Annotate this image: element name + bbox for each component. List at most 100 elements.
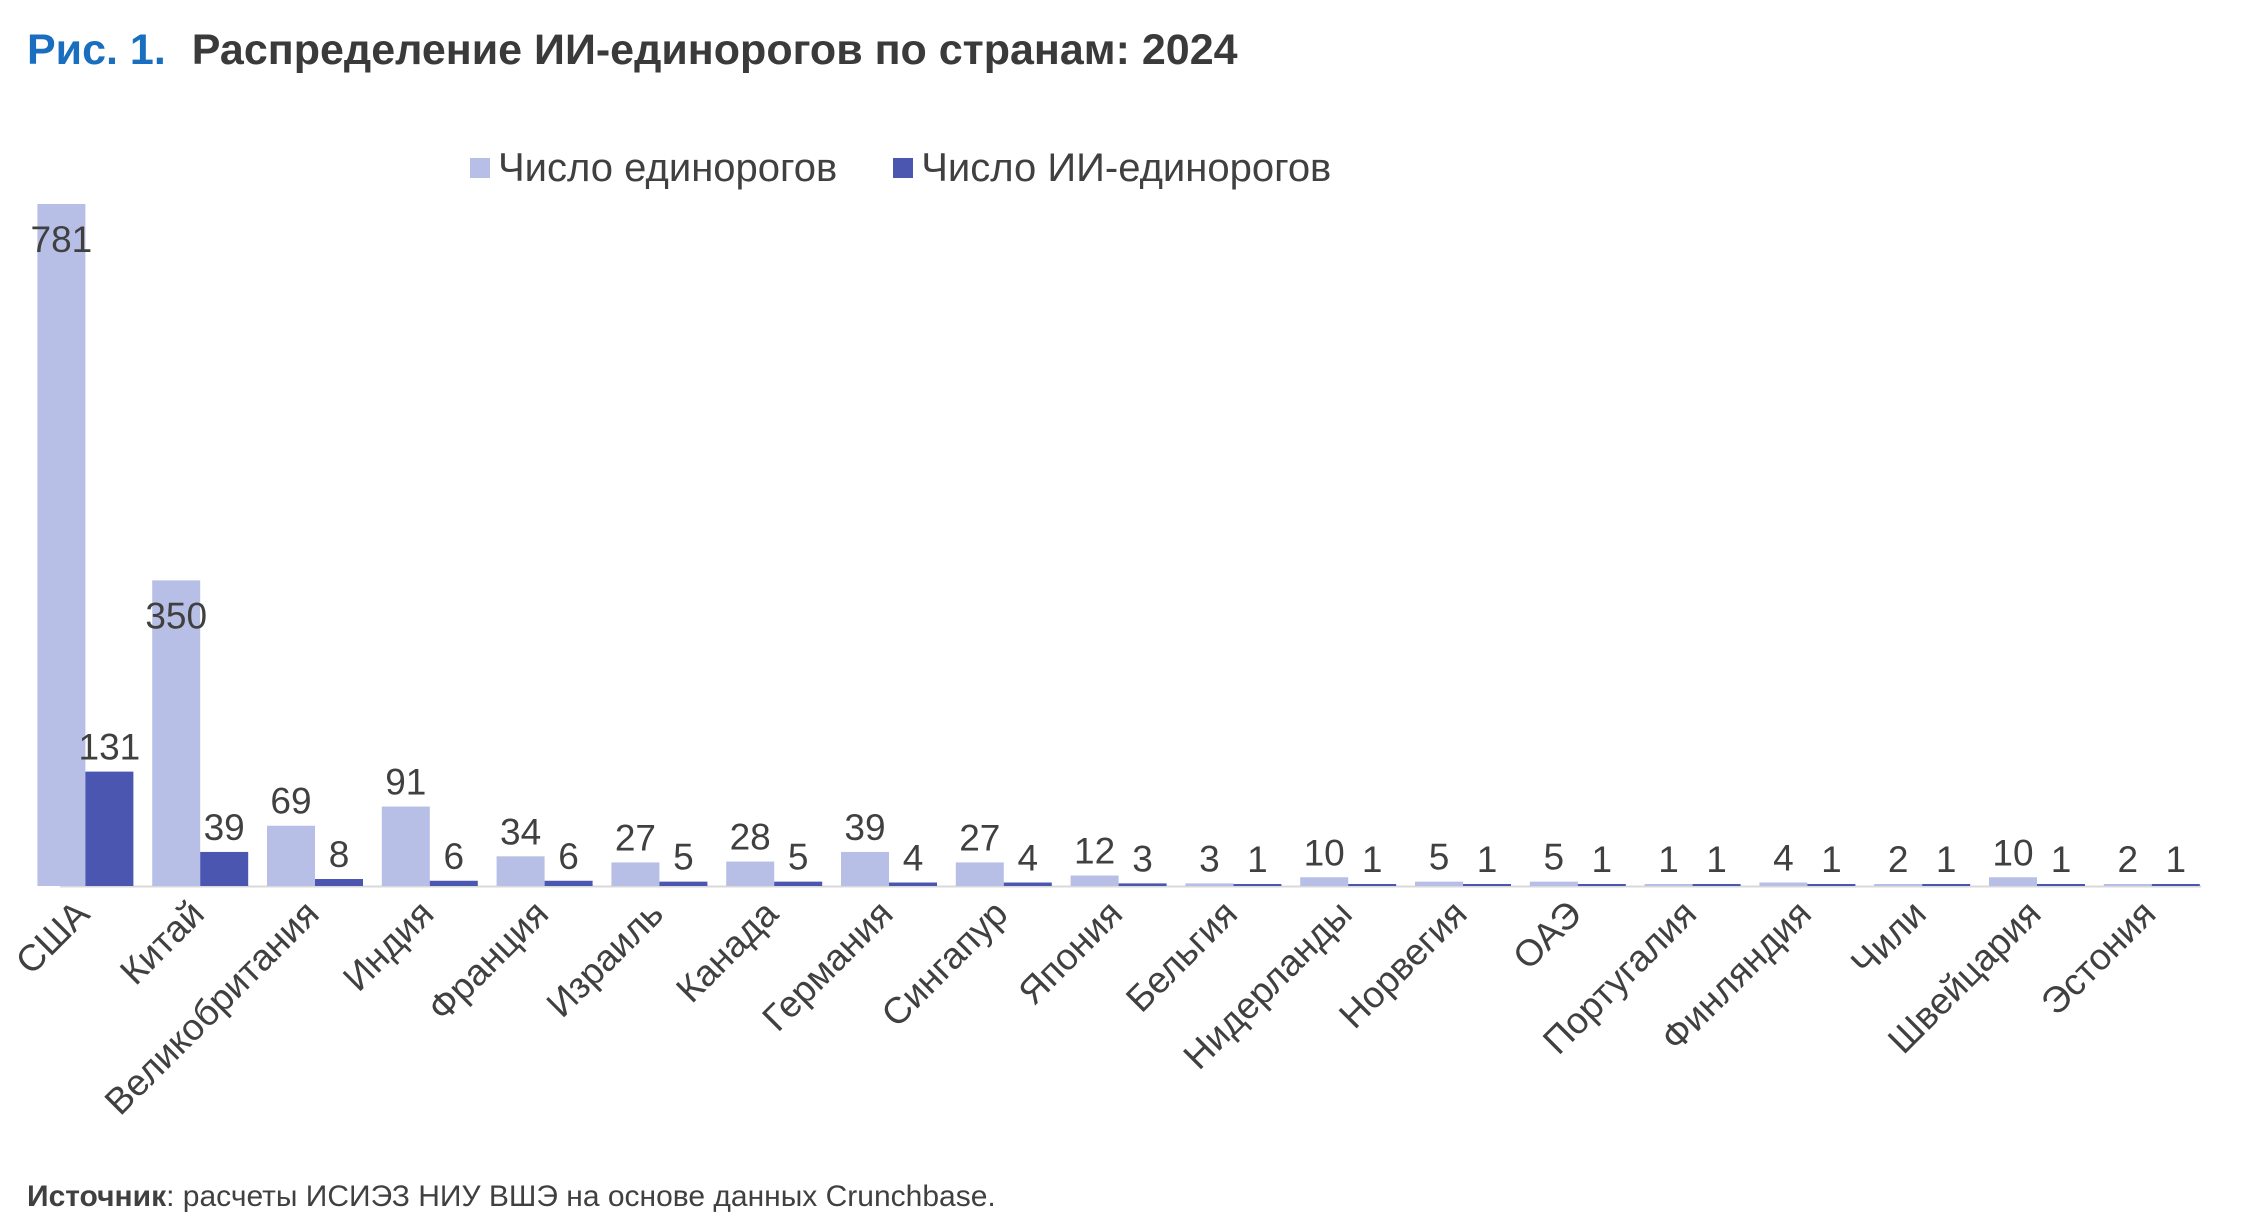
legend-label-ai-unicorns: Число ИИ-единорогов <box>921 145 1332 190</box>
bar-unicorns <box>152 580 201 886</box>
bar-unicorns <box>267 825 315 886</box>
source-note: Источник: расчеты ИСИЭЗ НИУ ВШЭ на основ… <box>27 1180 996 1214</box>
bar-ai-unicorns <box>1003 882 1052 886</box>
tick-label-category: Индия <box>335 893 441 999</box>
data-label-unicorns: 12 <box>1074 831 1115 872</box>
data-label-ai-unicorns: 3 <box>1132 838 1153 879</box>
data-label-ai-unicorns: 5 <box>788 837 809 878</box>
bar-unicorns <box>1529 881 1578 886</box>
data-label-ai-unicorns: 1 <box>1592 839 1613 880</box>
figure-title: Рис. 1. Распределение ИИ-единорогов по ст… <box>27 20 1238 80</box>
data-label-ai-unicorns: 1 <box>2166 839 2187 880</box>
legend-label-unicorns: Число единорогов <box>498 145 838 190</box>
bar-ai-unicorns <box>1348 884 1397 886</box>
tick-label-category: Япония <box>1010 893 1130 1013</box>
tick-label-category: Сингапур <box>873 893 1015 1035</box>
bar-ai-unicorns <box>1807 884 1856 886</box>
bar-ai-unicorns <box>1118 883 1167 886</box>
tick-label-category: Канада <box>668 892 786 1010</box>
bar-unicorns <box>1185 883 1234 886</box>
tick-label-category: Норвегия <box>1331 893 1474 1036</box>
bar-unicorns <box>496 856 545 886</box>
tick-label-category: ОАЭ <box>1505 893 1589 977</box>
bar-unicorns <box>37 204 86 886</box>
legend-item-ai-unicorns: Число ИИ-единорогов <box>893 146 1331 191</box>
bar-ai-unicorns <box>1692 884 1741 886</box>
bar-unicorns <box>726 861 775 886</box>
data-label-ai-unicorns: 1 <box>1247 839 1268 880</box>
bar-ai-unicorns <box>774 881 823 886</box>
bar-chart: 781131США35039Китай698Великобритания916И… <box>8 204 2202 1123</box>
data-label-unicorns: 4 <box>1773 838 1794 879</box>
data-label-ai-unicorns: 8 <box>329 834 350 875</box>
data-label-ai-unicorns: 6 <box>558 836 579 877</box>
data-label-ai-unicorns: 6 <box>444 836 465 877</box>
data-label-ai-unicorns: 4 <box>903 838 924 879</box>
data-label-unicorns: 2 <box>1888 839 1909 880</box>
data-label-unicorns: 27 <box>959 817 1000 858</box>
data-label-unicorns: 781 <box>31 219 93 260</box>
data-label-ai-unicorns: 4 <box>1018 838 1039 879</box>
data-label-unicorns: 2 <box>2118 839 2139 880</box>
data-label-unicorns: 10 <box>1992 832 2033 873</box>
bar-unicorns <box>381 806 430 886</box>
data-label-unicorns: 69 <box>270 781 311 822</box>
bar-unicorns <box>1070 875 1119 886</box>
source-label: Источник <box>27 1180 167 1213</box>
data-label-unicorns: 10 <box>1304 832 1345 873</box>
tick-label-category: Франция <box>420 893 556 1029</box>
bar-ai-unicorns <box>2151 884 2200 886</box>
legend-item-unicorns: Число единорогов <box>470 146 837 191</box>
bar-ai-unicorns <box>1463 884 1511 886</box>
data-label-unicorns: 91 <box>385 762 426 803</box>
data-label-unicorns: 5 <box>1544 837 1565 878</box>
data-label-unicorns: 39 <box>844 807 885 848</box>
bar-ai-unicorns <box>315 879 363 886</box>
bar-unicorns <box>2103 884 2152 886</box>
figure-title-text: Распределение ИИ-единорогов по странам: … <box>191 26 1238 74</box>
data-label-unicorns: 1 <box>1658 839 1679 880</box>
tick-label-category: Великобритания <box>97 893 327 1123</box>
tick-label-category: Чили <box>1843 893 1934 984</box>
data-label-ai-unicorns: 1 <box>1477 839 1498 880</box>
data-label-unicorns: 5 <box>1429 837 1450 878</box>
bar-unicorns <box>955 862 1004 886</box>
data-label-unicorns: 34 <box>500 811 541 852</box>
source-text: : расчеты ИСИЭЗ НИУ ВШЭ на основе данных… <box>166 1180 996 1213</box>
legend-swatch-ai-unicorns <box>893 158 914 178</box>
bar-ai-unicorns <box>1922 884 1971 886</box>
data-label-ai-unicorns: 1 <box>1821 839 1842 880</box>
tick-label-category: Китай <box>112 893 212 993</box>
bar-ai-unicorns <box>200 851 249 886</box>
bar-ai-unicorns <box>1577 884 1626 886</box>
data-label-unicorns: 27 <box>615 817 656 858</box>
bar-ai-unicorns <box>659 881 708 886</box>
bar-ai-unicorns <box>429 880 478 886</box>
data-label-ai-unicorns: 39 <box>204 807 245 848</box>
legend-swatch-unicorns <box>470 158 490 178</box>
bar-ai-unicorns <box>85 771 134 886</box>
data-label-unicorns: 3 <box>1199 838 1220 879</box>
chart-legend: Число единорогов Число ИИ-единорогов <box>470 138 1387 198</box>
data-label-ai-unicorns: 5 <box>673 837 694 878</box>
data-label-ai-unicorns: 1 <box>2051 839 2072 880</box>
bar-ai-unicorns <box>1233 884 1282 886</box>
bar-ai-unicorns <box>2037 884 2085 886</box>
bar-unicorns <box>1415 881 1463 886</box>
figure-number: Рис. 1. <box>27 26 166 74</box>
data-label-unicorns: 350 <box>145 595 207 636</box>
bar-unicorns <box>1989 877 2037 886</box>
data-label-ai-unicorns: 1 <box>1936 839 1957 880</box>
bar-ai-unicorns <box>544 880 593 886</box>
bar-unicorns <box>841 851 889 886</box>
data-label-ai-unicorns: 1 <box>1706 839 1727 880</box>
data-label-ai-unicorns: 1 <box>1362 839 1383 880</box>
bar-unicorns <box>1874 884 1923 886</box>
data-label-unicorns: 28 <box>730 817 771 858</box>
tick-label-category: Эстония <box>2033 893 2163 1023</box>
tick-label-category: США <box>8 892 98 982</box>
bar-unicorns <box>611 862 660 886</box>
tick-label-category: Израиль <box>539 893 671 1025</box>
bar-ai-unicorns <box>889 882 937 886</box>
bar-unicorns <box>1644 884 1693 886</box>
